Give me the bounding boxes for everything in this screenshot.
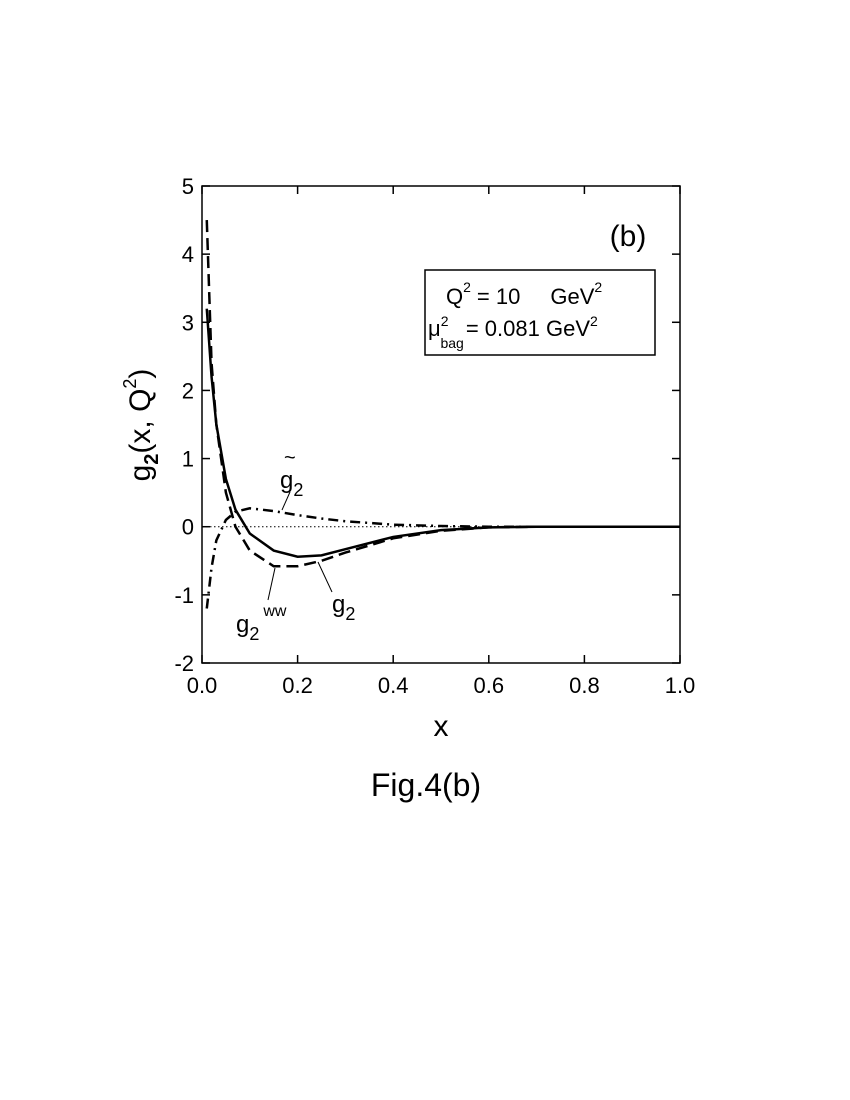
series-line [205,507,680,609]
x-tick-label: 0.2 [282,673,313,698]
caption: Fig.4(b) [371,767,481,803]
curve-label-sub: 2 [293,480,303,500]
mu: μ [428,316,441,341]
box-line-1: Q2 = 10 GeV2 [446,279,602,309]
mu-sup: 2 [441,313,449,329]
y-label-end: ) [124,369,157,379]
unit: GeV [550,284,594,309]
y-tick-label: 2 [182,378,194,403]
curve-label-base: g [236,611,249,638]
curve-label: g2 [280,467,303,500]
curve-label-base: g [332,591,345,618]
y-label-sub: 2 [141,454,163,465]
x-tick-label: 0.0 [187,673,218,698]
y-label-base: g [124,465,157,482]
plot-frame [201,185,681,664]
q-sup: 2 [463,279,471,295]
unit-sup: 2 [594,279,602,295]
box-line-2: μ2 bag= 0.081 GeV2 [428,313,598,351]
leader-g2 [317,561,333,593]
curve-label: g2 [332,591,355,624]
mu-unit-sup: 2 [590,313,598,329]
y-label-mid: (x, Q [124,389,157,454]
q-eq: = 10 [477,284,520,309]
mu-eq: = 0.081 GeV [466,316,590,341]
y-tick-label: -1 [174,583,194,608]
x-tick-label: 0.8 [569,673,600,698]
y-tick-label: 1 [182,447,194,472]
curve-label-base: g [280,467,293,494]
curve-label-tilde: ~ [284,447,296,469]
curve-label-sup: ww [262,603,287,620]
y-tick-label: 4 [182,242,194,267]
panel-label: (b) [610,220,647,253]
x-tick-label: 0.6 [474,673,505,698]
y-tick-label: 3 [182,310,194,335]
curve-label-sub: 2 [249,624,259,644]
y-tick-label: 5 [182,174,194,199]
curve-label: g2ww [236,603,287,644]
mu-sub: bag [440,335,463,351]
y-label-sup: 2 [120,379,140,389]
leader-ww [267,567,276,601]
info-box [424,269,656,356]
x-tick-label: 1.0 [665,673,696,698]
x-axis-label: x [434,710,449,743]
y-tick-label: -2 [174,651,194,676]
q: Q [446,284,463,309]
y-tick-label: 0 [182,515,194,540]
curve-label-sub: 2 [345,604,355,624]
x-tick-label: 0.4 [378,673,409,698]
series-line [205,220,680,568]
y-axis-label: g2(x, Q2) [120,369,163,482]
leader-tilde [281,491,291,511]
